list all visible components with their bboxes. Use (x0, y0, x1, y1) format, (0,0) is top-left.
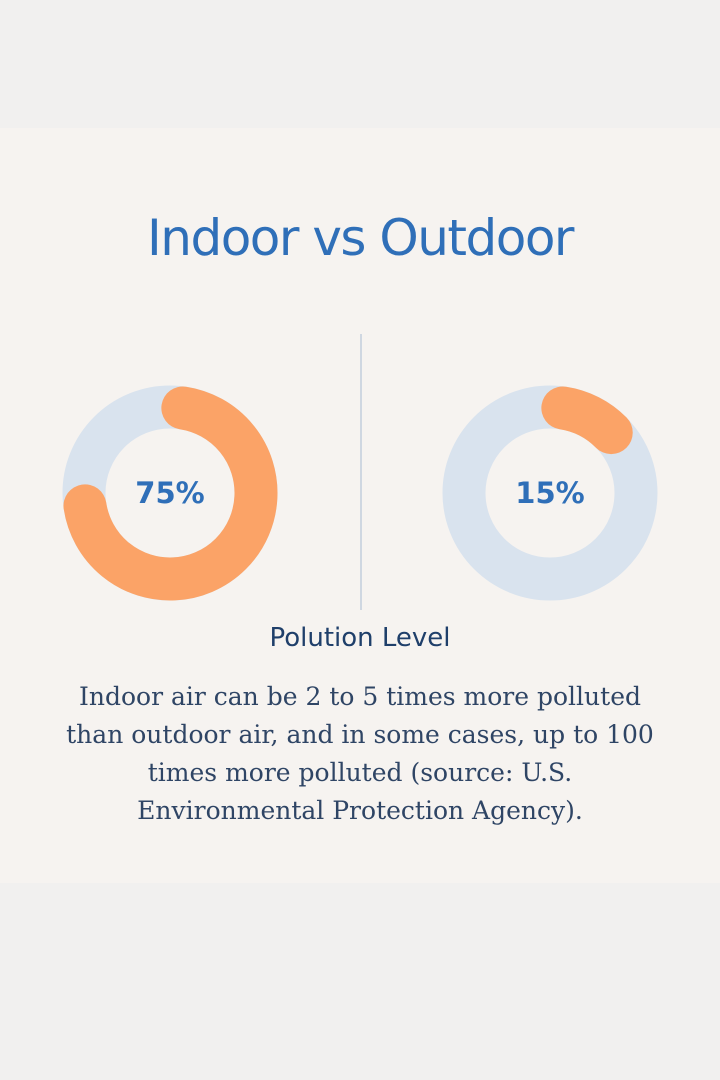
donut-chart-outdoor: 15% (442, 385, 658, 601)
donut-value-label: 15% (515, 476, 584, 510)
donut-chart-indoor: 75% (62, 385, 278, 601)
chart-subtitle: Polution Level (269, 623, 451, 653)
donut-value-arc (541, 386, 633, 455)
description-text: Indoor air can be 2 to 5 times more poll… (66, 682, 654, 825)
donut-value-label: 75% (135, 476, 204, 510)
donut-value-arc (63, 386, 278, 601)
divider (360, 334, 362, 610)
page-title: Indoor vs Outdoor (147, 209, 574, 267)
